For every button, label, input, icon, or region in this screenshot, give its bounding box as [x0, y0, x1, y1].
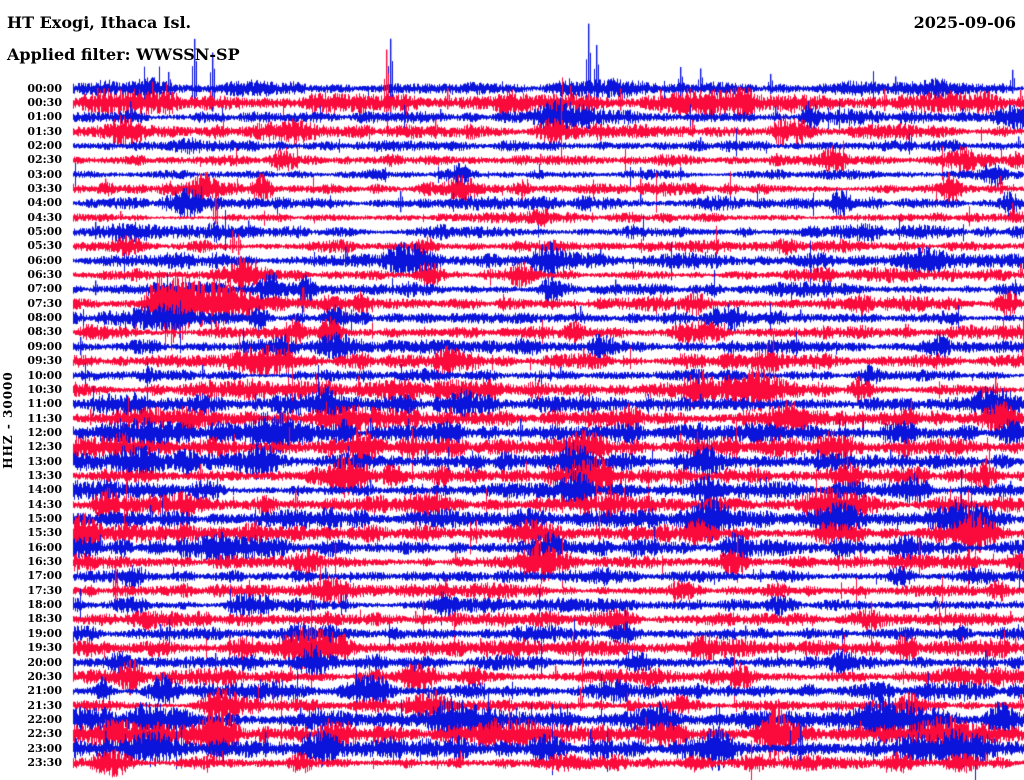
time-label: 23:00 — [27, 741, 62, 755]
time-label: 00:30 — [27, 95, 62, 109]
time-label: 21:30 — [27, 698, 62, 712]
time-label: 11:00 — [27, 397, 62, 411]
time-label: 14:00 — [27, 483, 62, 497]
time-label: 12:30 — [27, 440, 62, 454]
time-label: 18:00 — [27, 598, 62, 612]
time-label: 10:30 — [27, 382, 62, 396]
y-axis-channel-scale-label: HHZ - 30000 — [1, 371, 15, 469]
time-label: 01:30 — [27, 124, 62, 138]
time-label: 20:00 — [27, 655, 62, 669]
time-label: 05:30 — [27, 239, 62, 253]
time-label: 01:00 — [27, 110, 62, 124]
time-label: 02:30 — [27, 153, 62, 167]
time-label: 13:00 — [27, 454, 62, 468]
time-label: 23:30 — [27, 755, 62, 769]
time-label: 10:00 — [27, 368, 62, 382]
time-label: 09:00 — [27, 339, 62, 353]
applied-filter-label: Applied filter: WWSSN-SP — [7, 45, 240, 64]
time-label: 03:00 — [27, 167, 62, 181]
plot-date: 2025-09-06 — [913, 13, 1016, 32]
time-label: 18:30 — [27, 612, 62, 626]
time-label: 05:00 — [27, 225, 62, 238]
time-label: 15:00 — [27, 512, 62, 525]
time-label: 22:00 — [27, 712, 62, 726]
time-label: 14:30 — [27, 497, 62, 511]
time-label: 02:00 — [27, 138, 62, 152]
time-label: 08:00 — [27, 311, 62, 325]
time-label: 04:00 — [27, 196, 62, 210]
time-label: 07:00 — [27, 282, 62, 296]
time-label: 19:00 — [27, 626, 62, 640]
time-label: 22:30 — [27, 727, 62, 741]
time-label: 09:30 — [27, 354, 62, 368]
time-label: 21:00 — [27, 684, 62, 698]
time-label: 07:30 — [27, 296, 62, 310]
time-label: 06:00 — [27, 253, 62, 267]
time-label: 08:30 — [27, 325, 62, 339]
time-label: 04:30 — [27, 210, 62, 224]
time-label: 00:00 — [27, 81, 62, 95]
time-label: 11:30 — [27, 411, 62, 425]
time-label: 16:00 — [27, 540, 62, 554]
time-label: 17:00 — [27, 569, 62, 583]
time-label: 17:30 — [27, 583, 62, 597]
time-label: 13:30 — [27, 468, 62, 482]
time-label: 03:30 — [27, 181, 62, 195]
time-label: 19:30 — [27, 641, 62, 655]
station-title: HT Exogi, Ithaca Isl. — [7, 13, 192, 32]
time-label: 06:30 — [27, 268, 62, 282]
time-label: 16:30 — [27, 555, 62, 569]
time-label: 20:30 — [27, 669, 62, 683]
time-label: 12:00 — [27, 425, 62, 439]
time-label: 15:30 — [27, 526, 62, 540]
